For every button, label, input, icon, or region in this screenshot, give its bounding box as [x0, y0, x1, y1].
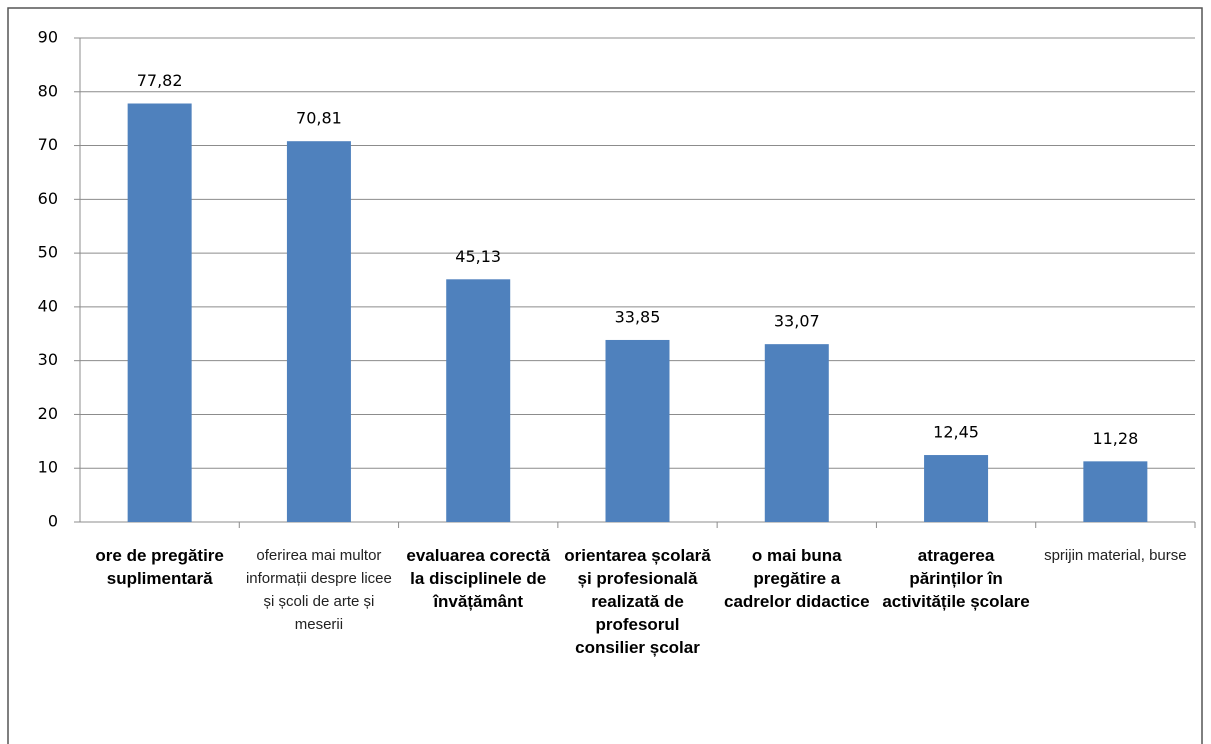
x-tick-label: evaluarea corectă la disciplinele de înv… — [406, 546, 551, 611]
bar — [127, 103, 192, 522]
x-tick-label: orientarea școlară și profesională reali… — [564, 546, 711, 657]
value-label: 70,81 — [296, 109, 342, 128]
value-label: 11,28 — [1092, 429, 1138, 448]
y-tick-label: 80 — [38, 81, 58, 100]
y-tick-label: 0 — [48, 512, 58, 531]
bar — [446, 279, 511, 522]
y-tick-label: 40 — [38, 296, 58, 315]
bar — [764, 344, 829, 522]
y-tick-label: 20 — [38, 404, 58, 423]
value-label: 33,85 — [615, 307, 661, 326]
y-tick-label: 50 — [38, 243, 58, 262]
y-tick-label: 10 — [38, 458, 58, 477]
x-tick-label: atragerea părinților în activitățile șco… — [882, 546, 1030, 611]
y-tick-label: 60 — [38, 189, 58, 208]
x-tick-label: ore de pregătire suplimentară — [95, 546, 224, 588]
bar — [605, 339, 670, 522]
value-label: 12,45 — [933, 423, 979, 442]
bar — [924, 455, 989, 522]
value-label: 33,07 — [774, 312, 820, 331]
y-tick-label: 30 — [38, 350, 58, 369]
y-tick-label: 90 — [38, 28, 58, 47]
bar — [1083, 461, 1148, 522]
x-tick-label: oferirea mai multor informații despre li… — [245, 547, 392, 633]
y-tick-label: 70 — [38, 135, 58, 154]
chart-frame — [7, 7, 1203, 744]
value-label: 77,82 — [137, 71, 183, 90]
bar — [286, 141, 351, 522]
x-tick-label: sprijin material, burse — [1044, 547, 1187, 564]
x-tick-label: o mai buna pregătire a cadrelor didactic… — [724, 546, 870, 611]
value-label: 45,13 — [455, 247, 501, 266]
